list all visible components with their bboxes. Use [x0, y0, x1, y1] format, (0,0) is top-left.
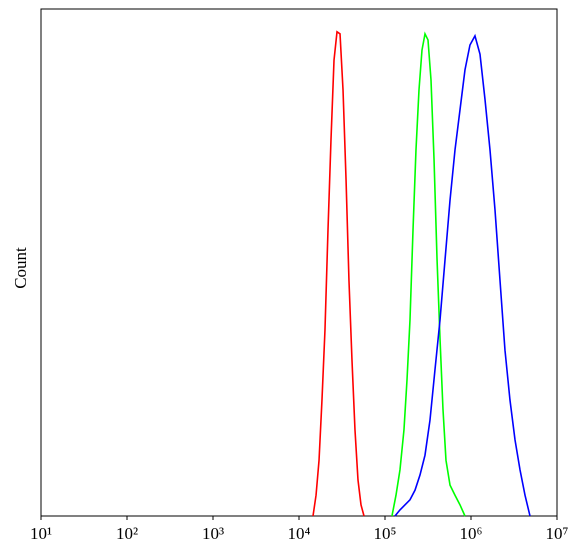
x-tick-label: 10⁷ — [546, 524, 569, 543]
x-tick-label: 10⁵ — [374, 524, 397, 543]
histogram-line — [391, 31, 466, 517]
histogram-line — [394, 33, 531, 517]
x-tick-label: 10⁴ — [288, 524, 311, 543]
plot-frame — [40, 8, 558, 517]
y-axis-label: Count — [11, 247, 30, 289]
x-tick-label: 10³ — [202, 524, 224, 543]
x-tick-label: 10² — [116, 524, 138, 543]
x-tick-label: 10⁶ — [460, 524, 483, 543]
x-tick-label: 10¹ — [30, 524, 52, 543]
histogram-line — [312, 30, 365, 517]
